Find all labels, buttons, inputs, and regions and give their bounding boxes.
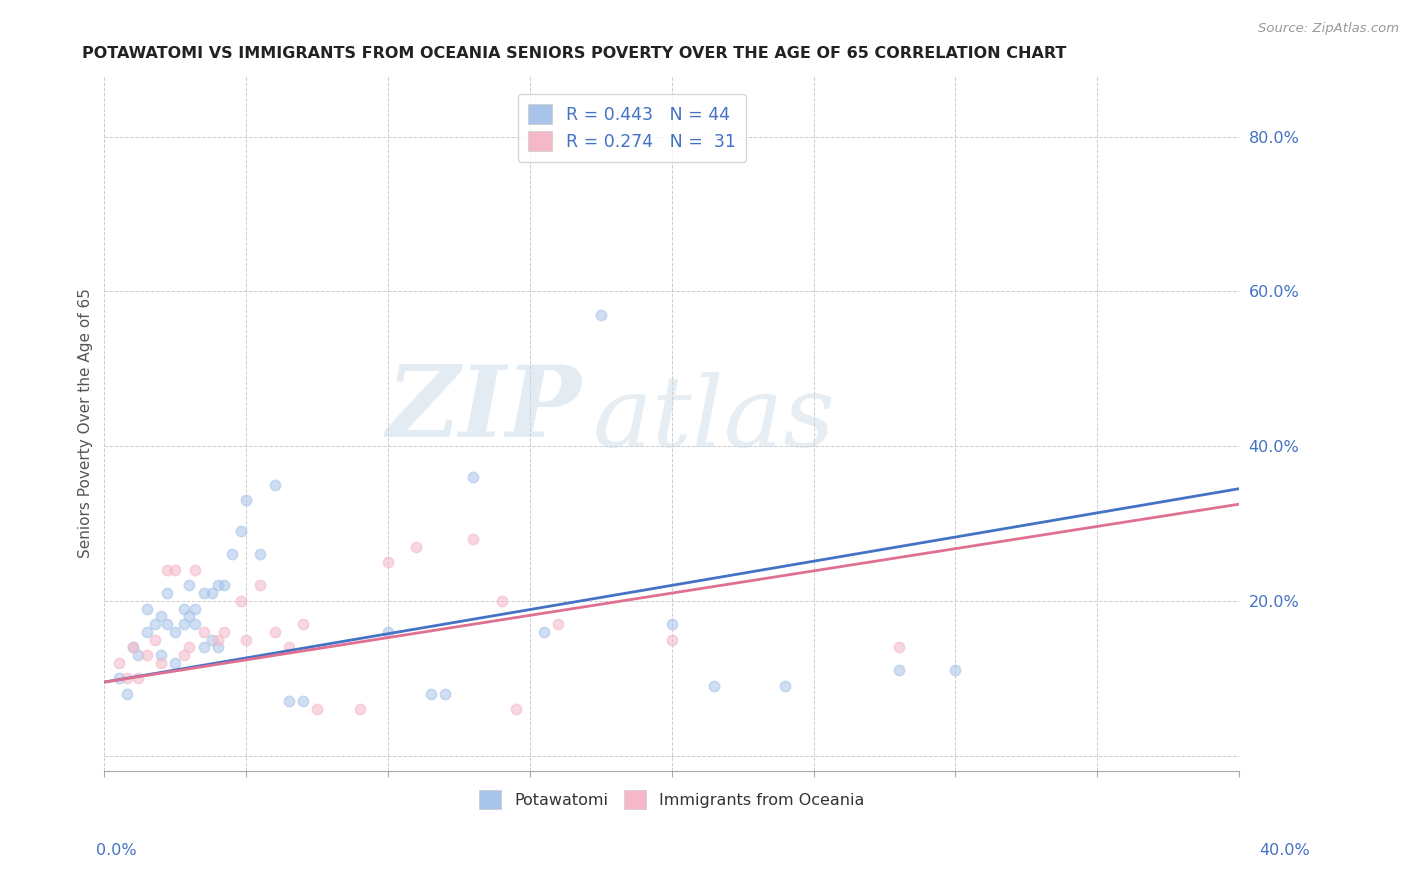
Point <box>943 664 966 678</box>
Point <box>661 632 683 647</box>
Point <box>235 632 257 647</box>
Point <box>184 617 207 632</box>
Point <box>703 679 725 693</box>
Point <box>121 640 143 655</box>
Point <box>377 624 399 639</box>
Point <box>165 624 187 639</box>
Point <box>207 632 229 647</box>
Point <box>156 563 179 577</box>
Point <box>179 609 201 624</box>
Point <box>184 563 207 577</box>
Point <box>173 601 195 615</box>
Point <box>145 617 167 632</box>
Point <box>433 687 456 701</box>
Point <box>547 617 569 632</box>
Point <box>249 578 271 592</box>
Point <box>193 624 215 639</box>
Point <box>377 555 399 569</box>
Point <box>463 532 485 546</box>
Point <box>184 601 207 615</box>
Point <box>307 702 329 716</box>
Point <box>263 478 285 492</box>
Point <box>156 586 179 600</box>
Point <box>463 470 485 484</box>
Point <box>212 624 235 639</box>
Point <box>887 664 910 678</box>
Point <box>533 624 555 639</box>
Point <box>291 694 314 708</box>
Point <box>349 702 371 716</box>
Text: 0.0%: 0.0% <box>96 843 136 858</box>
Point <box>207 640 229 655</box>
Text: Source: ZipAtlas.com: Source: ZipAtlas.com <box>1258 22 1399 36</box>
Point <box>277 694 299 708</box>
Legend: Potawatomi, Immigrants from Oceania: Potawatomi, Immigrants from Oceania <box>472 784 870 815</box>
Point <box>150 609 173 624</box>
Point <box>201 586 224 600</box>
Point <box>249 548 271 562</box>
Point <box>165 656 187 670</box>
Point <box>150 648 173 662</box>
Point <box>193 640 215 655</box>
Point <box>277 640 299 655</box>
Point <box>221 548 243 562</box>
Point <box>107 671 129 685</box>
Point <box>173 617 195 632</box>
Point <box>145 632 167 647</box>
Point <box>887 640 910 655</box>
Point <box>173 648 195 662</box>
Point <box>263 624 285 639</box>
Point <box>136 601 159 615</box>
Point <box>589 308 612 322</box>
Point <box>136 624 159 639</box>
Point <box>405 540 427 554</box>
Point <box>212 578 235 592</box>
Point <box>229 524 252 539</box>
Point <box>179 578 201 592</box>
Point <box>165 563 187 577</box>
Point <box>150 656 173 670</box>
Point <box>505 702 527 716</box>
Point <box>107 656 129 670</box>
Point <box>115 687 138 701</box>
Point <box>235 493 257 508</box>
Point <box>491 594 513 608</box>
Point <box>156 617 179 632</box>
Y-axis label: Seniors Poverty Over the Age of 65: Seniors Poverty Over the Age of 65 <box>79 288 93 558</box>
Point <box>115 671 138 685</box>
Point <box>661 617 683 632</box>
Point <box>127 648 149 662</box>
Text: 40.0%: 40.0% <box>1260 843 1310 858</box>
Text: atlas: atlas <box>592 372 835 467</box>
Point <box>773 679 796 693</box>
Point <box>207 578 229 592</box>
Point <box>419 687 441 701</box>
Point <box>121 640 143 655</box>
Text: POTAWATOMI VS IMMIGRANTS FROM OCEANIA SENIORS POVERTY OVER THE AGE OF 65 CORRELA: POTAWATOMI VS IMMIGRANTS FROM OCEANIA SE… <box>82 46 1066 62</box>
Text: ZIP: ZIP <box>385 360 581 458</box>
Point <box>136 648 159 662</box>
Point <box>229 594 252 608</box>
Point <box>127 671 149 685</box>
Point <box>201 632 224 647</box>
Point <box>193 586 215 600</box>
Point <box>179 640 201 655</box>
Point <box>291 617 314 632</box>
